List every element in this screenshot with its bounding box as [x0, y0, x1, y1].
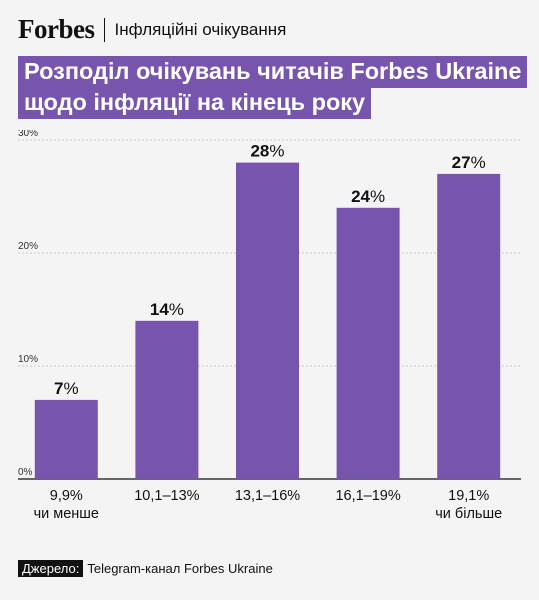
bar: [336, 207, 400, 480]
section-title: Інфляційні очікування: [114, 19, 287, 39]
category-label: чи більше: [435, 506, 502, 522]
header: Forbes Інфляційні очікування: [18, 14, 286, 45]
bar: [34, 399, 98, 479]
category-label: 19,1%: [448, 488, 489, 504]
header-divider: [104, 17, 106, 42]
bar-data-label: 24%: [351, 187, 385, 206]
y-tick-label: 30%: [18, 130, 38, 139]
brand-logo: Forbes: [18, 14, 95, 44]
bar-data-label: 28%: [250, 142, 284, 161]
y-tick-label: 20%: [18, 241, 38, 252]
category-label: 10,1–13%: [134, 488, 199, 504]
bar-data-label: 27%: [452, 153, 486, 172]
category-label: 16,1–19%: [335, 488, 400, 504]
bar: [135, 320, 199, 479]
y-tick-label: 0%: [18, 467, 33, 478]
bar: [437, 173, 501, 479]
y-tick-label: 10%: [18, 354, 38, 365]
bar: [236, 162, 299, 479]
bar-data-label: 7%: [54, 379, 79, 398]
category-label: 9,9%: [50, 488, 83, 504]
source-label: Джерело:: [18, 560, 84, 577]
title-line-1: Розподіл очікувань читачів Forbes Ukrain…: [18, 56, 528, 88]
bar-data-label: 14%: [150, 300, 184, 319]
chart-title: Розподіл очікувань читачів Forbes Ukrain…: [18, 56, 528, 119]
title-line-2: щодо інфляції на кінець року: [18, 87, 372, 119]
category-label: чи менше: [34, 506, 99, 522]
category-label: 13,1–16%: [235, 488, 300, 504]
source-text: Telegram-канал Forbes Ukraine: [87, 561, 273, 576]
source-note: Джерело: Telegram-канал Forbes Ukraine: [18, 560, 273, 577]
bar-chart: 0% 10% 20% 30% 7% 9,9% чи менше 14% 10,1–13% 28% 1…: [18, 130, 521, 522]
